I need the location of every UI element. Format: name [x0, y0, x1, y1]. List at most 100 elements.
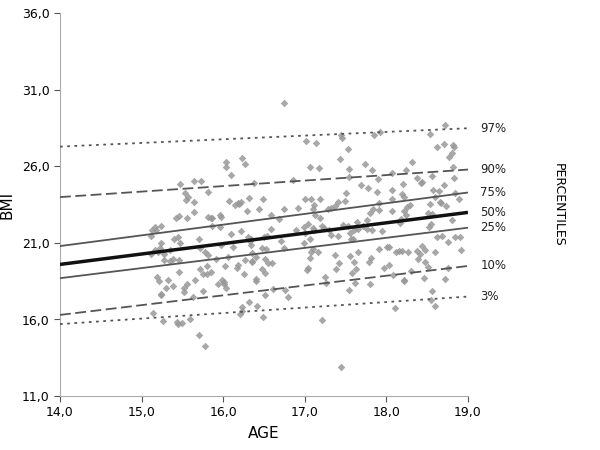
Point [432, 234, 442, 241]
Point [421, 258, 430, 265]
Point [307, 195, 316, 203]
Point [247, 236, 256, 243]
Point [221, 163, 230, 171]
Text: 25%: 25% [480, 221, 506, 234]
Point [236, 198, 246, 205]
Point [301, 137, 311, 144]
Point [343, 223, 353, 230]
Point [439, 182, 449, 189]
Point [226, 230, 236, 238]
Point [175, 181, 185, 188]
Point [416, 180, 426, 187]
Point [310, 211, 319, 218]
Point [241, 256, 250, 263]
Point [450, 189, 460, 197]
Point [367, 226, 377, 233]
Point [395, 247, 404, 254]
Point [443, 264, 452, 271]
Point [189, 199, 199, 206]
Point [449, 163, 458, 171]
Point [251, 278, 261, 285]
Point [443, 239, 453, 246]
Point [396, 216, 406, 223]
Point [350, 279, 359, 286]
Point [333, 198, 343, 206]
Point [235, 200, 244, 207]
Point [230, 202, 240, 209]
Point [203, 270, 212, 278]
Point [252, 302, 262, 309]
Point [374, 207, 384, 214]
Point [174, 256, 184, 264]
Point [338, 221, 348, 229]
Point [317, 223, 326, 230]
Point [337, 131, 346, 139]
Point [395, 220, 404, 227]
Point [334, 259, 343, 266]
Point [179, 289, 189, 296]
Point [274, 215, 283, 222]
Point [259, 234, 269, 241]
Point [412, 248, 422, 255]
Point [194, 235, 203, 242]
Point [182, 280, 192, 288]
Point [390, 305, 400, 312]
Point [369, 132, 379, 139]
Point [309, 202, 319, 209]
Point [448, 150, 457, 157]
Point [349, 259, 359, 266]
Point [179, 284, 188, 292]
Point [455, 195, 464, 203]
Point [157, 223, 166, 230]
Point [314, 164, 324, 171]
Point [317, 316, 327, 323]
Point [399, 207, 409, 214]
Text: 50%: 50% [480, 206, 506, 219]
Point [261, 245, 271, 252]
Point [279, 245, 289, 252]
Point [173, 234, 182, 241]
Point [172, 319, 181, 326]
Point [148, 310, 157, 317]
Point [308, 225, 317, 232]
Point [158, 318, 167, 325]
Point [172, 215, 181, 222]
Point [384, 262, 394, 269]
Point [190, 277, 200, 284]
Point [221, 284, 231, 292]
Point [366, 254, 376, 261]
Point [437, 199, 446, 206]
Point [175, 212, 184, 220]
Point [233, 199, 243, 206]
Point [257, 265, 266, 272]
Point [365, 280, 375, 288]
Point [424, 264, 433, 271]
Point [155, 245, 164, 252]
Point [434, 188, 444, 195]
Point [173, 321, 183, 328]
Point [151, 226, 161, 234]
Point [455, 234, 464, 241]
Point [331, 202, 340, 210]
Point [392, 248, 401, 255]
Point [247, 258, 257, 265]
Point [196, 177, 205, 184]
Point [150, 247, 160, 254]
Point [185, 315, 194, 323]
Point [353, 248, 362, 256]
Point [203, 188, 213, 195]
Point [388, 187, 397, 194]
Point [299, 223, 308, 230]
Point [425, 201, 435, 208]
Point [215, 223, 224, 230]
Point [367, 166, 377, 174]
Point [402, 203, 412, 210]
Y-axis label: BMI: BMI [0, 191, 15, 219]
Point [258, 313, 268, 320]
Point [418, 242, 427, 249]
Point [352, 218, 362, 225]
Point [309, 226, 319, 234]
Point [244, 194, 253, 202]
Point [305, 235, 314, 243]
Point [347, 269, 357, 276]
